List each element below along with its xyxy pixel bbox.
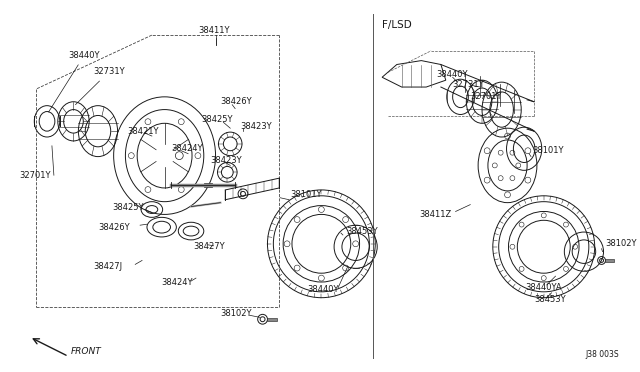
Text: 38424Y: 38424Y (172, 144, 203, 153)
Text: 38425Y: 38425Y (201, 115, 232, 124)
Text: 38101Y: 38101Y (532, 146, 563, 155)
Text: 38426Y: 38426Y (220, 97, 252, 106)
Text: 32731Y: 32731Y (452, 80, 484, 89)
Text: 32731Y: 32731Y (76, 67, 125, 105)
Text: 32701Y: 32701Y (470, 92, 502, 101)
Text: 38440Y: 38440Y (308, 285, 339, 294)
Text: 38453Y: 38453Y (346, 227, 378, 235)
Text: 38102Y: 38102Y (605, 239, 637, 248)
Text: 38102Y: 38102Y (220, 309, 252, 318)
Bar (204, 183, 212, 187)
Text: 38440Y: 38440Y (436, 70, 467, 79)
Text: 32701Y: 32701Y (20, 171, 51, 180)
Text: 38427Y: 38427Y (193, 242, 225, 251)
Text: 38426Y: 38426Y (98, 223, 129, 232)
Text: F/LSD: F/LSD (382, 20, 412, 31)
Text: FRONT: FRONT (70, 347, 101, 356)
Text: J38 003S: J38 003S (586, 350, 620, 359)
Text: 38101Y: 38101Y (290, 190, 321, 199)
Text: 38411Z: 38411Z (419, 210, 452, 219)
Bar (605, 259, 614, 262)
Text: 38427J: 38427J (93, 262, 122, 271)
Text: 38453Y: 38453Y (534, 295, 566, 304)
Text: 38440Y: 38440Y (49, 51, 100, 112)
Text: 38424Y: 38424Y (162, 279, 193, 288)
Text: 38425Y: 38425Y (113, 203, 144, 212)
Text: 38421Y: 38421Y (127, 126, 159, 136)
Text: 38411Y: 38411Y (198, 26, 229, 35)
Text: 38423Y: 38423Y (211, 156, 243, 165)
Text: 38440YA: 38440YA (525, 283, 562, 292)
Text: 38423Y: 38423Y (240, 122, 271, 131)
Bar (268, 318, 277, 321)
